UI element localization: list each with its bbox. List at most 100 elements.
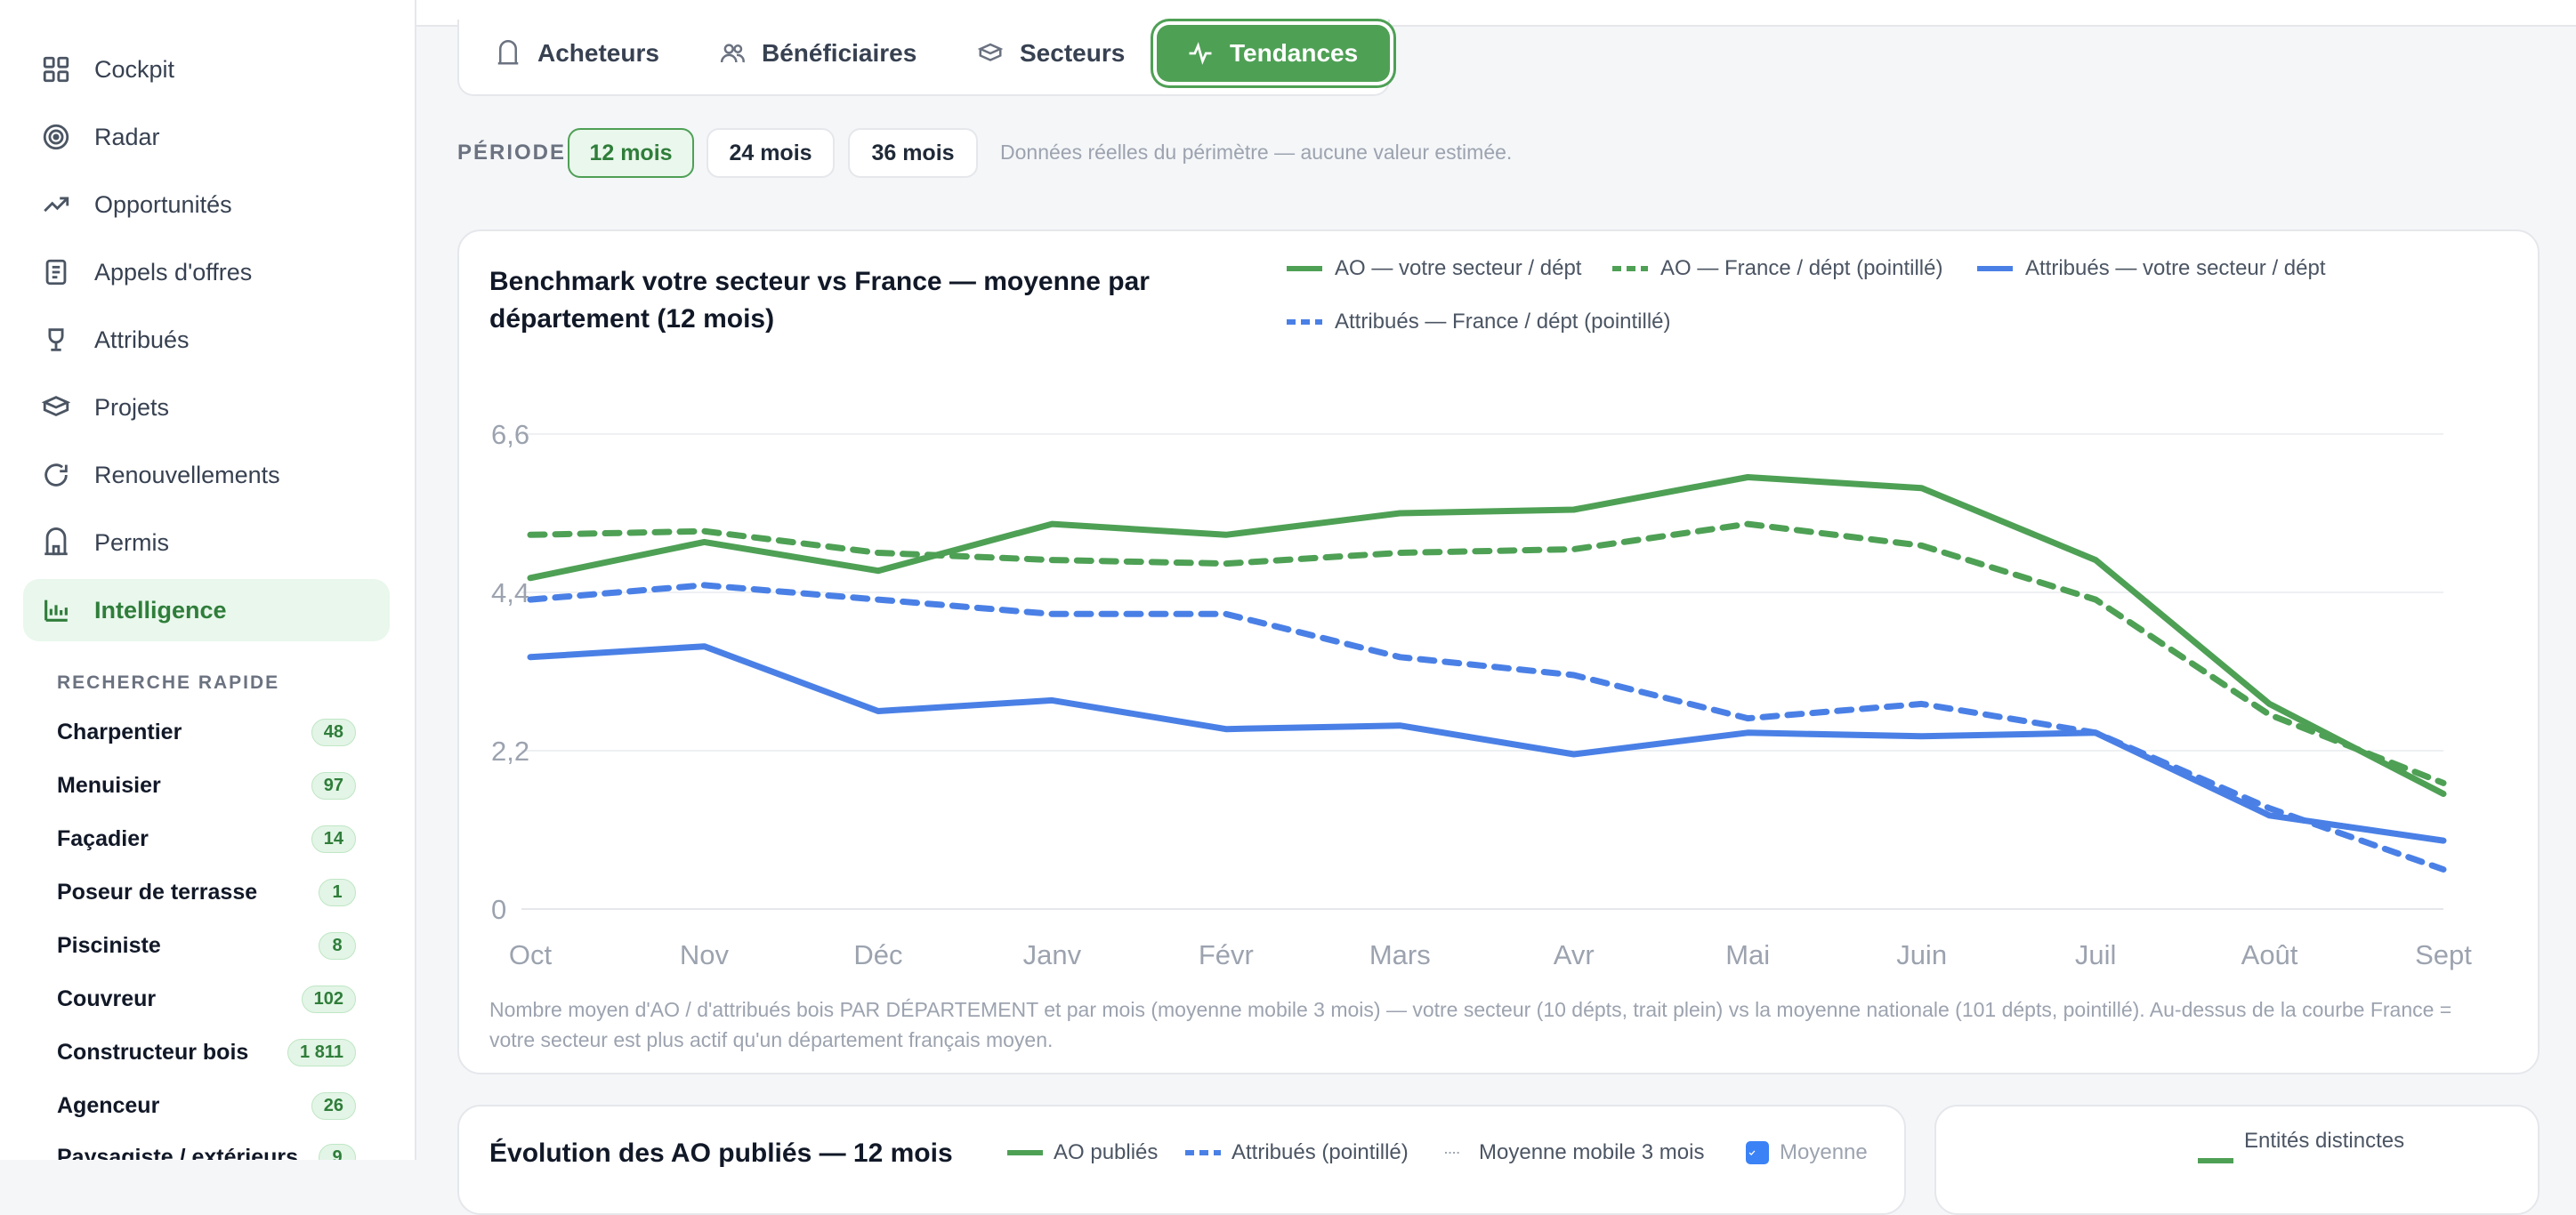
legend-dotted-gray-icon [1445, 1152, 1460, 1154]
legend-item[interactable]: AO — France / dépt (pointillé) [1612, 256, 1942, 281]
tab-label: Acheteurs [537, 39, 659, 67]
y-tick-label: 6,6 [491, 419, 529, 450]
count-badge: 102 [301, 985, 356, 1013]
quick-search-label: Paysagiste / extérieurs [57, 1144, 298, 1161]
x-tick-label: Mai [1725, 939, 1770, 970]
tab-beneficiaires[interactable]: Bénéficiaires [719, 25, 917, 82]
x-tick-label: Déc [853, 939, 902, 970]
pulse-icon [1187, 40, 1214, 67]
quick-search-label: Façadier [57, 825, 149, 851]
document-icon [41, 257, 71, 287]
sidebar-item-permis[interactable]: Permis [23, 511, 390, 574]
sidebar-item-label: Renouvellements [94, 461, 280, 488]
period-label: PÉRIODE [457, 141, 567, 165]
legend-item[interactable]: AO — votre secteur / dépt [1287, 256, 1581, 281]
count-badge: 48 [311, 718, 356, 746]
legend-label: AO — votre secteur / dépt [1335, 256, 1582, 280]
sidebar-item-label: Permis [94, 528, 170, 556]
legend-dashed-blue-icon [1185, 1150, 1221, 1155]
bar-chart-icon [41, 595, 71, 625]
quick-search-item[interactable]: Agenceur 26 [57, 1088, 356, 1123]
legend-label: Attribués — votre secteur / dépt [2025, 256, 2326, 280]
y-tick-label: 4,4 [491, 577, 529, 608]
building-icon [495, 40, 521, 67]
sidebar-item-label: Cockpit [94, 55, 175, 83]
benchmark-card: Benchmark votre secteur vs France — moye… [457, 229, 2540, 1074]
toggle-label: Moyenne [1780, 1140, 1868, 1164]
legend-item[interactable]: Moyenne mobile 3 mois [1445, 1140, 1704, 1165]
legend-item[interactable]: Attribués (pointillé) [1185, 1140, 1409, 1165]
quick-search-label: Couvreur [57, 986, 157, 1011]
moving-average-toggle[interactable]: Moyenne [1746, 1140, 1868, 1165]
sidebar-item-appels-offres[interactable]: Appels d'offres [23, 241, 390, 303]
count-badge: 1 811 [287, 1038, 356, 1066]
y-tick-label: 0 [491, 894, 506, 925]
trend-up-icon [41, 189, 71, 220]
box-icon [977, 40, 1004, 67]
quick-search-label: Agenceur [57, 1092, 160, 1118]
evolution-card: Évolution des AO publiés — 12 mois AO pu… [457, 1105, 1906, 1215]
quick-search-item[interactable]: Charpentier 48 [57, 714, 356, 750]
legend-label: Attribués — France / dépt (pointillé) [1335, 310, 1671, 334]
legend-solid-green-icon [1287, 266, 1322, 271]
quick-search-item[interactable]: Pisciniste 8 [57, 928, 356, 963]
evolution-title: Évolution des AO publiés — 12 mois [489, 1139, 953, 1168]
tab-tendances[interactable]: Tendances [1157, 25, 1391, 82]
count-badge: 26 [311, 1091, 356, 1120]
chart-title: Benchmark votre secteur vs France — moye… [489, 267, 1150, 334]
building-icon [41, 527, 71, 558]
legend-item[interactable]: Attribués — votre secteur / dépt [1977, 256, 2326, 281]
sidebar-item-projets[interactable]: Projets [23, 376, 390, 439]
legend-label: Entités distinctes [2244, 1129, 2405, 1153]
radar-icon [41, 122, 71, 152]
sidebar-item-renouvellements[interactable]: Renouvellements [23, 444, 390, 506]
quick-search-item[interactable]: Menuisier 97 [57, 768, 356, 803]
tab-label: Secteurs [1020, 39, 1126, 67]
legend-label: AO — France / dépt (pointillé) [1660, 256, 1943, 280]
period-36-months-button[interactable]: 36 mois [848, 128, 978, 178]
x-tick-label: Avr [1554, 939, 1595, 970]
legend-item[interactable]: Entités distinctes [2198, 1129, 2404, 1165]
period-12-months-button[interactable]: 12 mois [568, 128, 694, 178]
entities-card: Entités distinctes [1934, 1105, 2540, 1215]
period-note: Données réelles du périmètre — aucune va… [1000, 141, 1513, 164]
x-tick-label: Nov [680, 939, 730, 970]
sidebar-item-opportunites[interactable]: Opportunités [23, 173, 390, 236]
x-tick-label: Janv [1023, 939, 1082, 970]
sidebar-item-cockpit[interactable]: Cockpit [23, 38, 390, 101]
x-tick-label: Févr [1199, 939, 1254, 970]
tab-bar: Acheteurs Bénéficiaires Secteurs Tendanc… [457, 20, 1391, 96]
trophy-icon [41, 325, 71, 355]
legend-label: Attribués (pointillé) [1231, 1140, 1409, 1164]
quick-search-item[interactable]: Constructeur bois 1 811 [57, 1034, 356, 1070]
checkbox-checked-icon[interactable] [1746, 1141, 1769, 1164]
sidebar-item-intelligence[interactable]: Intelligence [23, 579, 390, 641]
x-tick-label: Août [2241, 939, 2298, 970]
count-badge: 9 [319, 1143, 356, 1160]
quick-search-item[interactable]: Façadier 14 [57, 821, 356, 857]
refresh-icon [41, 460, 71, 490]
sidebar-item-label: Attribués [94, 326, 190, 353]
sidebar-item-attribues[interactable]: Attribués [23, 309, 390, 371]
sidebar-item-radar[interactable]: Radar [23, 106, 390, 168]
quick-search-item[interactable]: Couvreur 102 [57, 981, 356, 1017]
tab-secteurs[interactable]: Secteurs [977, 25, 1125, 82]
legend-solid-green-icon [1007, 1150, 1043, 1155]
legend-label: Moyenne mobile 3 mois [1479, 1140, 1705, 1164]
legend-item[interactable]: Attribués — France / dépt (pointillé) [1287, 310, 1671, 334]
sidebar-item-label: Opportunités [94, 190, 232, 218]
tab-label: Tendances [1230, 39, 1359, 67]
legend-solid-blue-icon [1977, 266, 2013, 271]
users-icon [719, 40, 746, 67]
quick-search-title: RECHERCHE RAPIDE [57, 672, 280, 693]
quick-search-item[interactable]: Paysagiste / extérieurs 9 [57, 1139, 356, 1160]
x-tick-label: Mars [1369, 939, 1431, 970]
sidebar-item-label: Intelligence [94, 596, 227, 624]
period-24-months-button[interactable]: 24 mois [707, 128, 835, 178]
legend-item[interactable]: AO publiés [1007, 1140, 1158, 1165]
tab-label: Bénéficiaires [762, 39, 917, 67]
tab-acheteurs[interactable]: Acheteurs [495, 25, 659, 82]
count-badge: 14 [311, 825, 356, 853]
x-tick-label: Juin [1896, 939, 1947, 970]
quick-search-item[interactable]: Poseur de terrasse 1 [57, 874, 356, 910]
